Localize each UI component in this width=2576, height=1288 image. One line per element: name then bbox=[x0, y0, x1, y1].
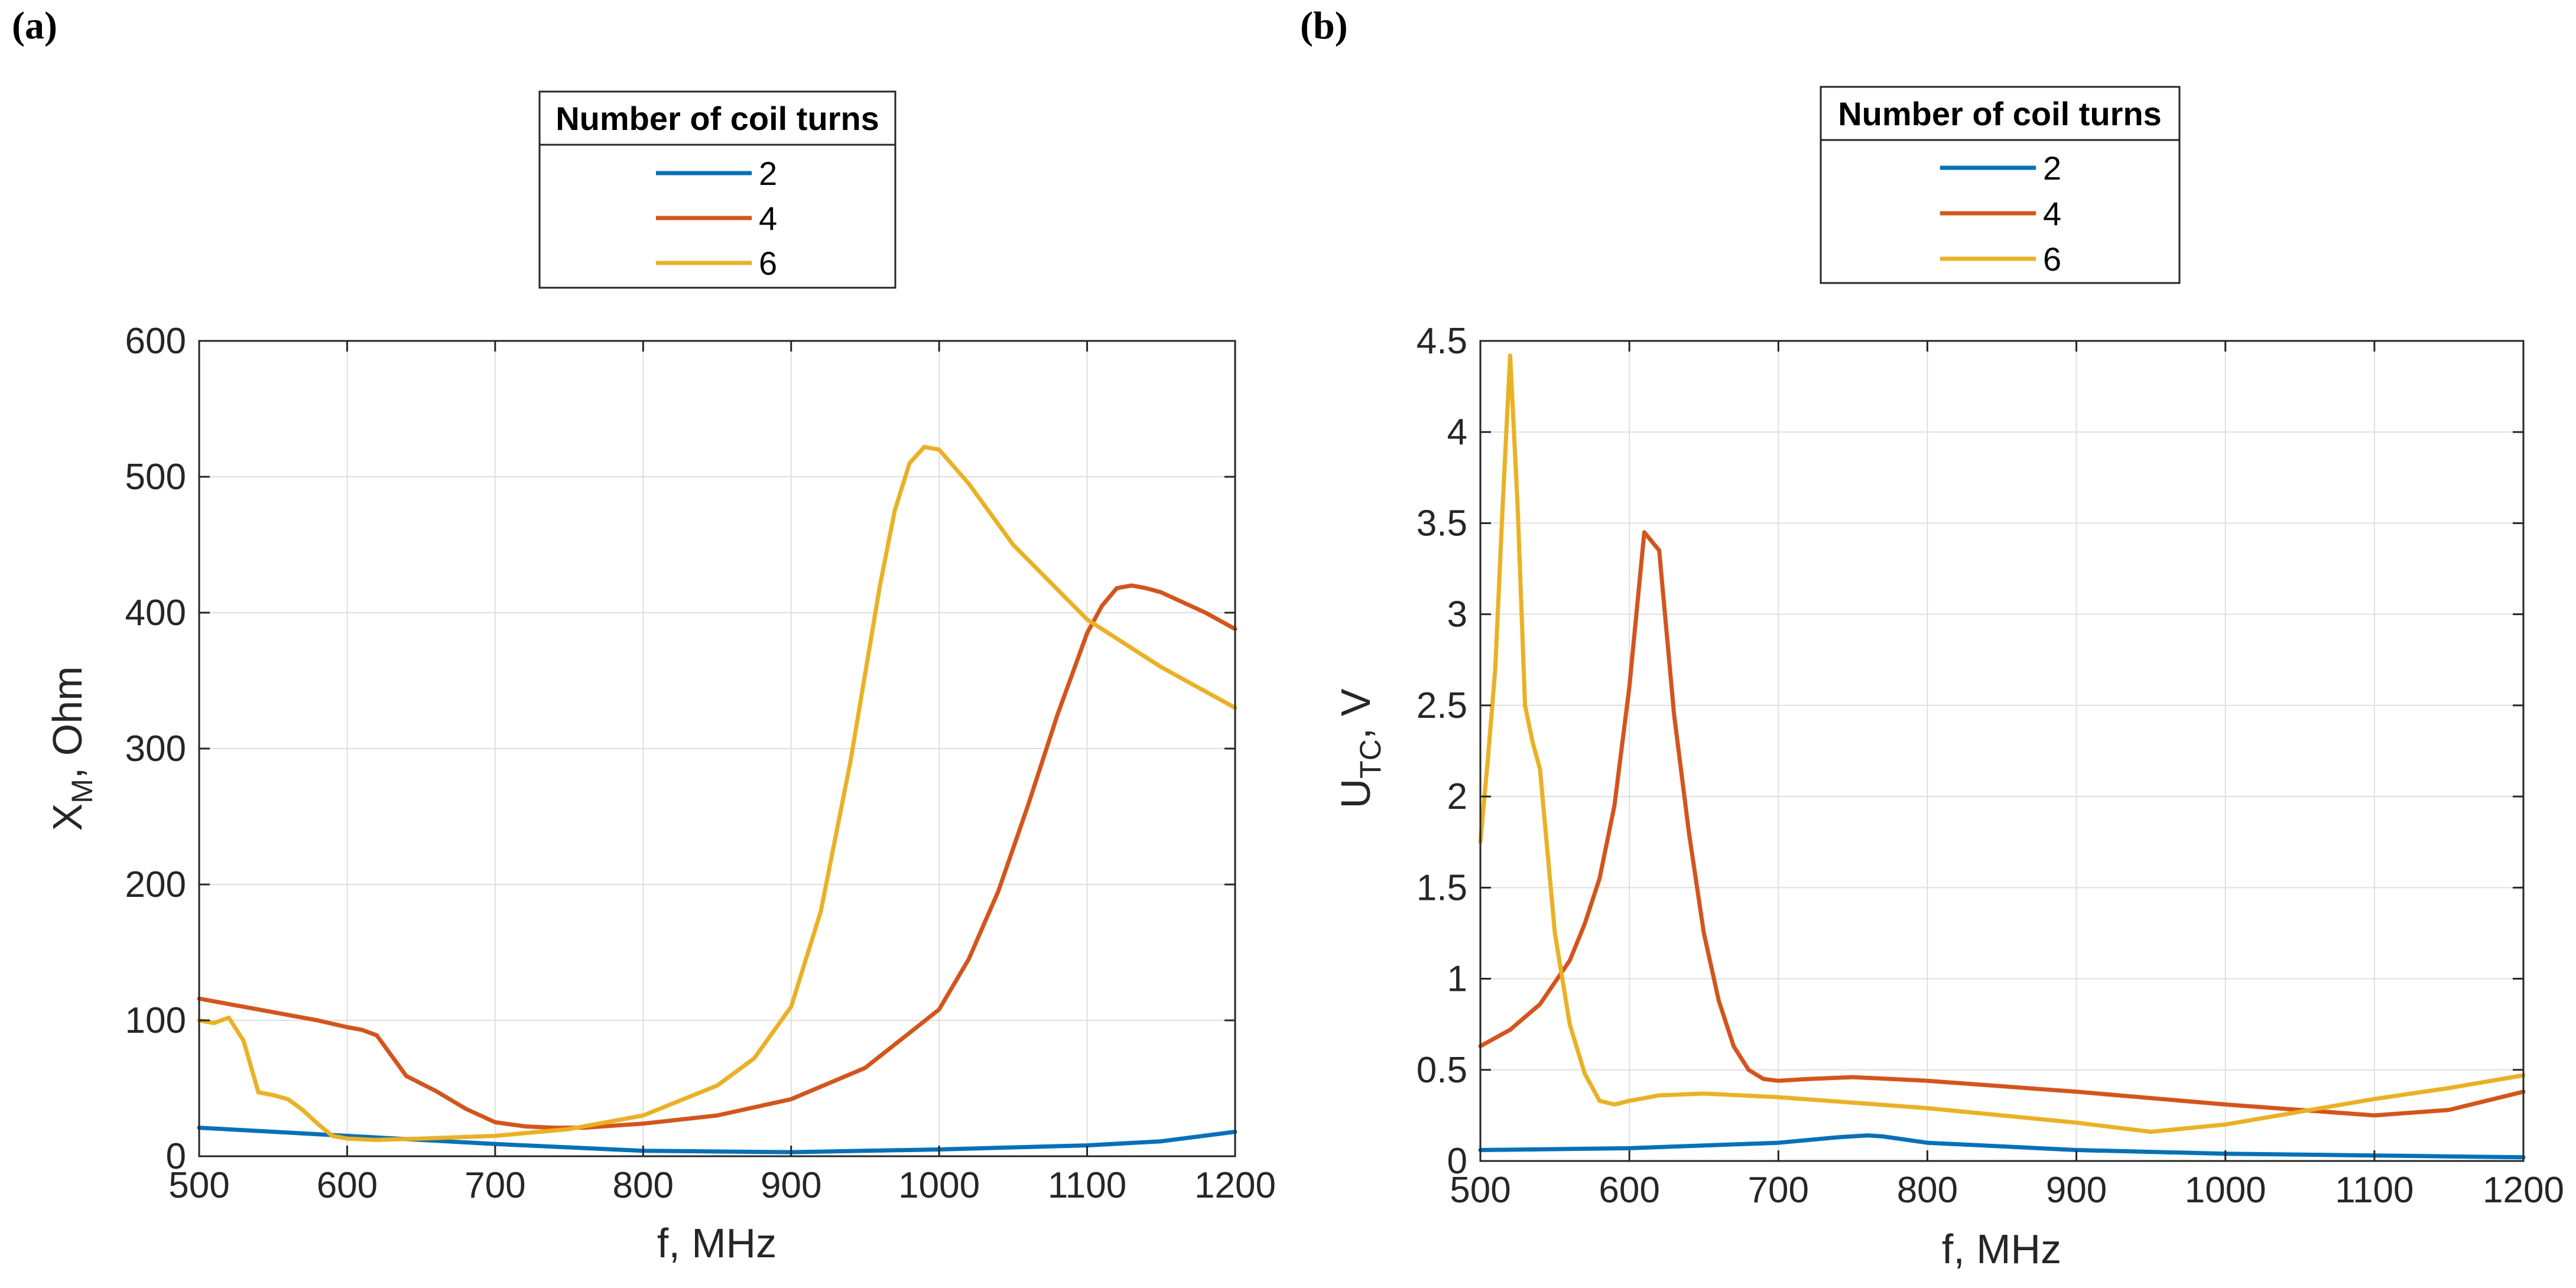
legend-a-entry-4: 4 bbox=[759, 200, 777, 237]
series-line-a-4 bbox=[197, 583, 1237, 1130]
series-a bbox=[197, 444, 1237, 1154]
y-tick-label-b: 1 bbox=[1447, 959, 1467, 1000]
series-line-a-6 bbox=[197, 444, 1237, 1142]
y-tick-label-a: 200 bbox=[125, 864, 186, 905]
axes-b-frame bbox=[1479, 340, 2525, 1162]
legend-b-title: Number of coil turns bbox=[1838, 95, 2162, 132]
legend-b-entry-6: 6 bbox=[2043, 240, 2061, 278]
x-tick-label-b: 800 bbox=[1897, 1170, 1958, 1211]
y-tick-label-a: 100 bbox=[125, 1000, 186, 1041]
grid-b bbox=[1480, 341, 2523, 1161]
y-axis-label-a: XM, Ohm bbox=[44, 666, 99, 831]
y-tick-label-b: 3.5 bbox=[1417, 503, 1467, 544]
x-tick-label-a: 800 bbox=[613, 1165, 674, 1206]
legend-b-box bbox=[1820, 86, 2181, 284]
x-tick-label-a: 1000 bbox=[898, 1165, 980, 1206]
y-tick-label-a: 500 bbox=[125, 457, 186, 497]
y-tick-label-a: 300 bbox=[125, 728, 186, 769]
legend-a-box bbox=[538, 90, 896, 289]
y-tick-label-b: 3 bbox=[1447, 594, 1467, 635]
y-tick-label-b: 4.5 bbox=[1417, 321, 1467, 362]
x-tick-label-a: 500 bbox=[168, 1165, 229, 1206]
legend-a-title: Number of coil turns bbox=[556, 100, 879, 137]
legend-b-entry-2: 2 bbox=[2043, 149, 2061, 187]
x-tick-label-a: 1100 bbox=[1048, 1165, 1126, 1206]
y-tick-label-b: 2.5 bbox=[1417, 685, 1467, 726]
y-axis-label-b: UTC, V bbox=[1333, 688, 1387, 808]
y-tick-label-b: 2 bbox=[1447, 776, 1467, 817]
x-tick-label-b: 600 bbox=[1599, 1170, 1659, 1211]
panel-b: (b) Number of coil turns 2 4 6 500 600 700… bbox=[1300, 4, 2564, 1272]
x-tick-label-b: 1000 bbox=[2185, 1170, 2266, 1211]
series-line-b-4 bbox=[1478, 530, 2526, 1118]
legend-a-entry-6: 6 bbox=[759, 245, 777, 282]
y-tick-label-a: 400 bbox=[125, 593, 186, 633]
grid-a bbox=[199, 341, 1235, 1156]
x-axis-label-b: f, MHz bbox=[1942, 1226, 2061, 1272]
panel-a: (a) Number of coil turns 2 4 6 500 600 700… bbox=[12, 4, 1276, 1266]
ticks-b: 500 600 700 800 900 1000 1100 1200 0 0.5 1 1.5 2 2.5 3… bbox=[1417, 321, 2564, 1211]
y-tick-label-b: 4 bbox=[1447, 412, 1467, 453]
y-tick-label-b: 0.5 bbox=[1417, 1050, 1467, 1091]
y-tick-label-a: 0 bbox=[166, 1136, 186, 1177]
ticks-a: 500 600 700 800 900 1000 1100 1200 0 100 200 300 400… bbox=[125, 321, 1276, 1206]
x-tick-label-b: 500 bbox=[1450, 1170, 1510, 1211]
legend-a-entry-2: 2 bbox=[759, 155, 777, 192]
y-tick-label-b: 0 bbox=[1447, 1141, 1467, 1182]
x-axis-label-a: f, MHz bbox=[657, 1220, 777, 1266]
x-tick-label-a: 900 bbox=[761, 1165, 821, 1206]
x-tick-label-b: 700 bbox=[1748, 1170, 1809, 1211]
series-line-b-6 bbox=[1478, 353, 2526, 1134]
panel-b-label: (b) bbox=[1300, 4, 1348, 47]
x-tick-label-a: 1200 bbox=[1194, 1165, 1276, 1206]
x-tick-label-a: 600 bbox=[317, 1165, 378, 1206]
y-tick-label-a: 600 bbox=[125, 321, 186, 362]
x-tick-label-b: 1100 bbox=[2335, 1170, 2413, 1211]
panel-a-label: (a) bbox=[12, 4, 57, 47]
series-line-b-2 bbox=[1478, 1133, 2526, 1160]
legend-a: Number of coil turns 2 4 6 bbox=[538, 90, 896, 289]
x-tick-label-b: 900 bbox=[2046, 1170, 2107, 1211]
series-b bbox=[1478, 353, 2526, 1160]
x-tick-label-b: 1200 bbox=[2483, 1170, 2564, 1211]
x-tick-label-a: 700 bbox=[464, 1165, 525, 1206]
y-tick-label-b: 1.5 bbox=[1417, 867, 1467, 908]
legend-b-entry-4: 4 bbox=[2043, 195, 2061, 232]
legend-b: Number of coil turns 2 4 6 bbox=[1820, 86, 2181, 284]
